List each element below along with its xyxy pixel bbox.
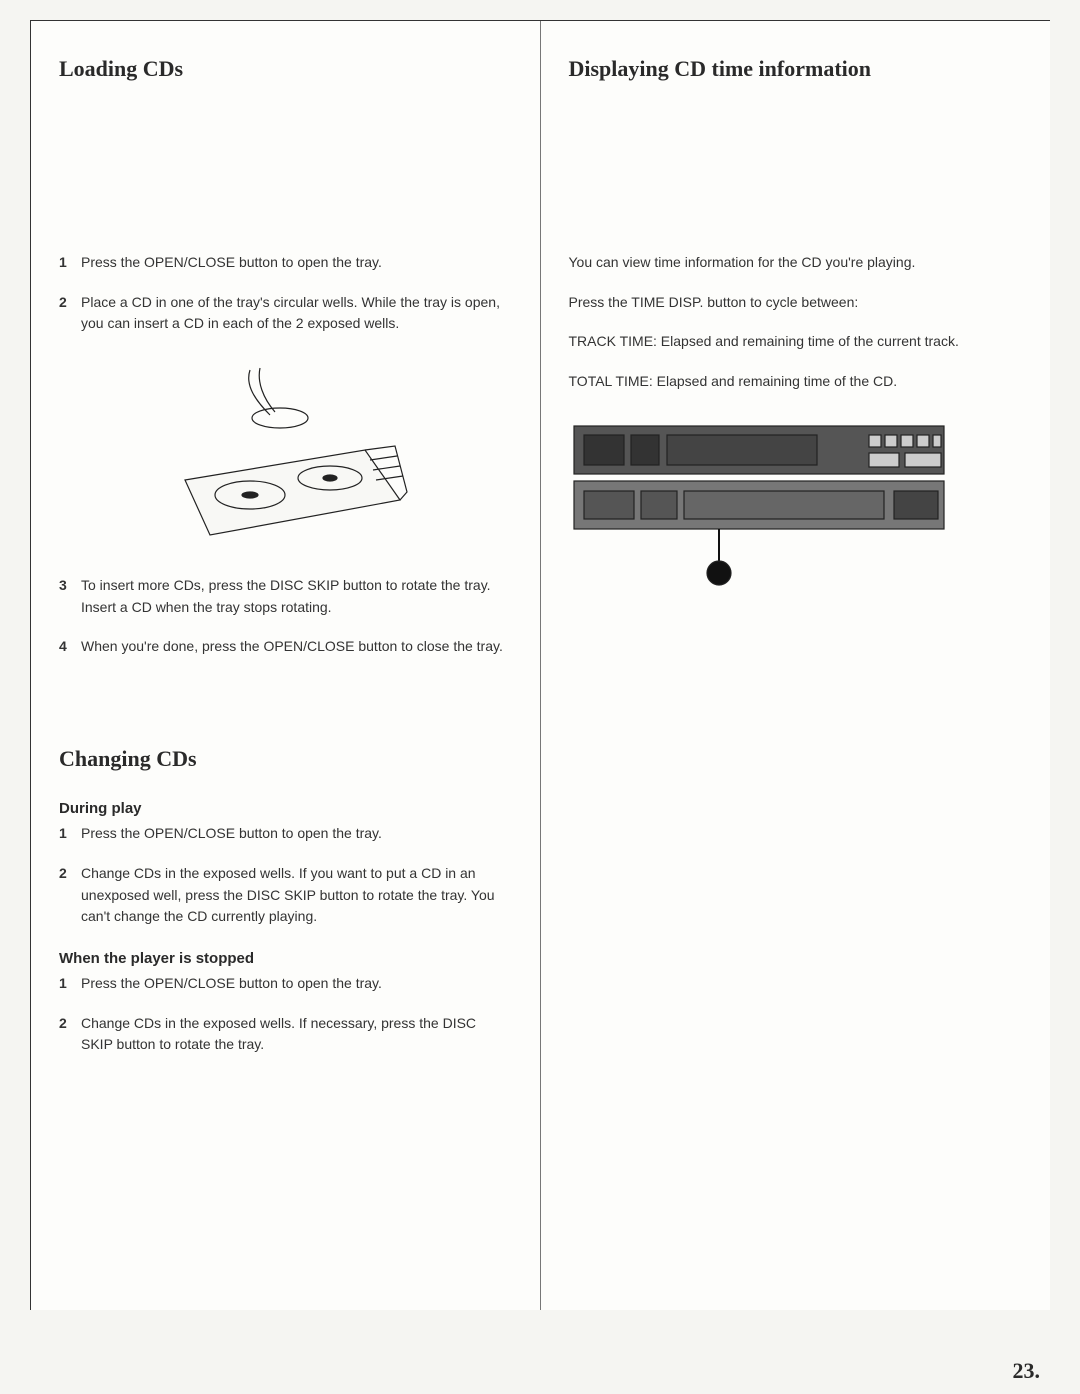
manual-page: Loading CDs 1 Press the OPEN/CLOSE butto…: [30, 20, 1050, 1310]
step-item: 1 Press the OPEN/CLOSE button to open th…: [59, 823, 512, 845]
step-number: 2: [59, 863, 81, 928]
step-number: 2: [59, 292, 81, 335]
step-text: When you're done, press the OPEN/CLOSE b…: [81, 636, 503, 658]
right-column: Displaying CD time information You can v…: [541, 21, 1051, 1310]
heading-displaying-time: Displaying CD time information: [569, 56, 1023, 82]
step-text: Press the OPEN/CLOSE button to open the …: [81, 973, 382, 995]
left-column: Loading CDs 1 Press the OPEN/CLOSE butto…: [31, 21, 541, 1310]
paragraph: TOTAL TIME: Elapsed and remaining time o…: [569, 371, 1023, 393]
heading-changing-cds: Changing CDs: [59, 746, 512, 772]
step-text: Place a CD in one of the tray's circular…: [81, 292, 512, 335]
step-text: Change CDs in the exposed wells. If you …: [81, 863, 512, 928]
step-item: 2 Change CDs in the exposed wells. If ne…: [59, 1013, 512, 1056]
cd-tray-illustration-icon: [155, 360, 415, 540]
paragraph: You can view time information for the CD…: [569, 252, 1023, 274]
step-item: 2 Place a CD in one of the tray's circul…: [59, 292, 512, 335]
step-text: Change CDs in the exposed wells. If nece…: [81, 1013, 512, 1056]
step-item: 4 When you're done, press the OPEN/CLOSE…: [59, 636, 512, 658]
paragraph: TRACK TIME: Elapsed and remaining time o…: [569, 331, 1023, 353]
step-item: 3 To insert more CDs, press the DISC SKI…: [59, 575, 512, 618]
step-text: To insert more CDs, press the DISC SKIP …: [81, 575, 512, 618]
step-item: 1 Press the OPEN/CLOSE button to open th…: [59, 252, 512, 274]
step-item: 1 Press the OPEN/CLOSE button to open th…: [59, 973, 512, 995]
step-number: 1: [59, 823, 81, 845]
step-number: 2: [59, 1013, 81, 1056]
step-number: 1: [59, 252, 81, 274]
step-number: 4: [59, 636, 81, 658]
page-number: 23.: [1013, 1358, 1041, 1384]
step-item: 2 Change CDs in the exposed wells. If yo…: [59, 863, 512, 928]
paragraph: Press the TIME DISP. button to cycle bet…: [569, 292, 1023, 314]
step-text: Press the OPEN/CLOSE button to open the …: [81, 252, 382, 274]
subheading-player-stopped: When the player is stopped: [59, 950, 512, 967]
step-number: 3: [59, 575, 81, 618]
subheading-during-play: During play: [59, 800, 512, 817]
display-panel-illustration-icon: [569, 421, 949, 591]
step-text: Press the OPEN/CLOSE button to open the …: [81, 823, 382, 845]
step-number: 1: [59, 973, 81, 995]
heading-loading-cds: Loading CDs: [59, 56, 512, 82]
